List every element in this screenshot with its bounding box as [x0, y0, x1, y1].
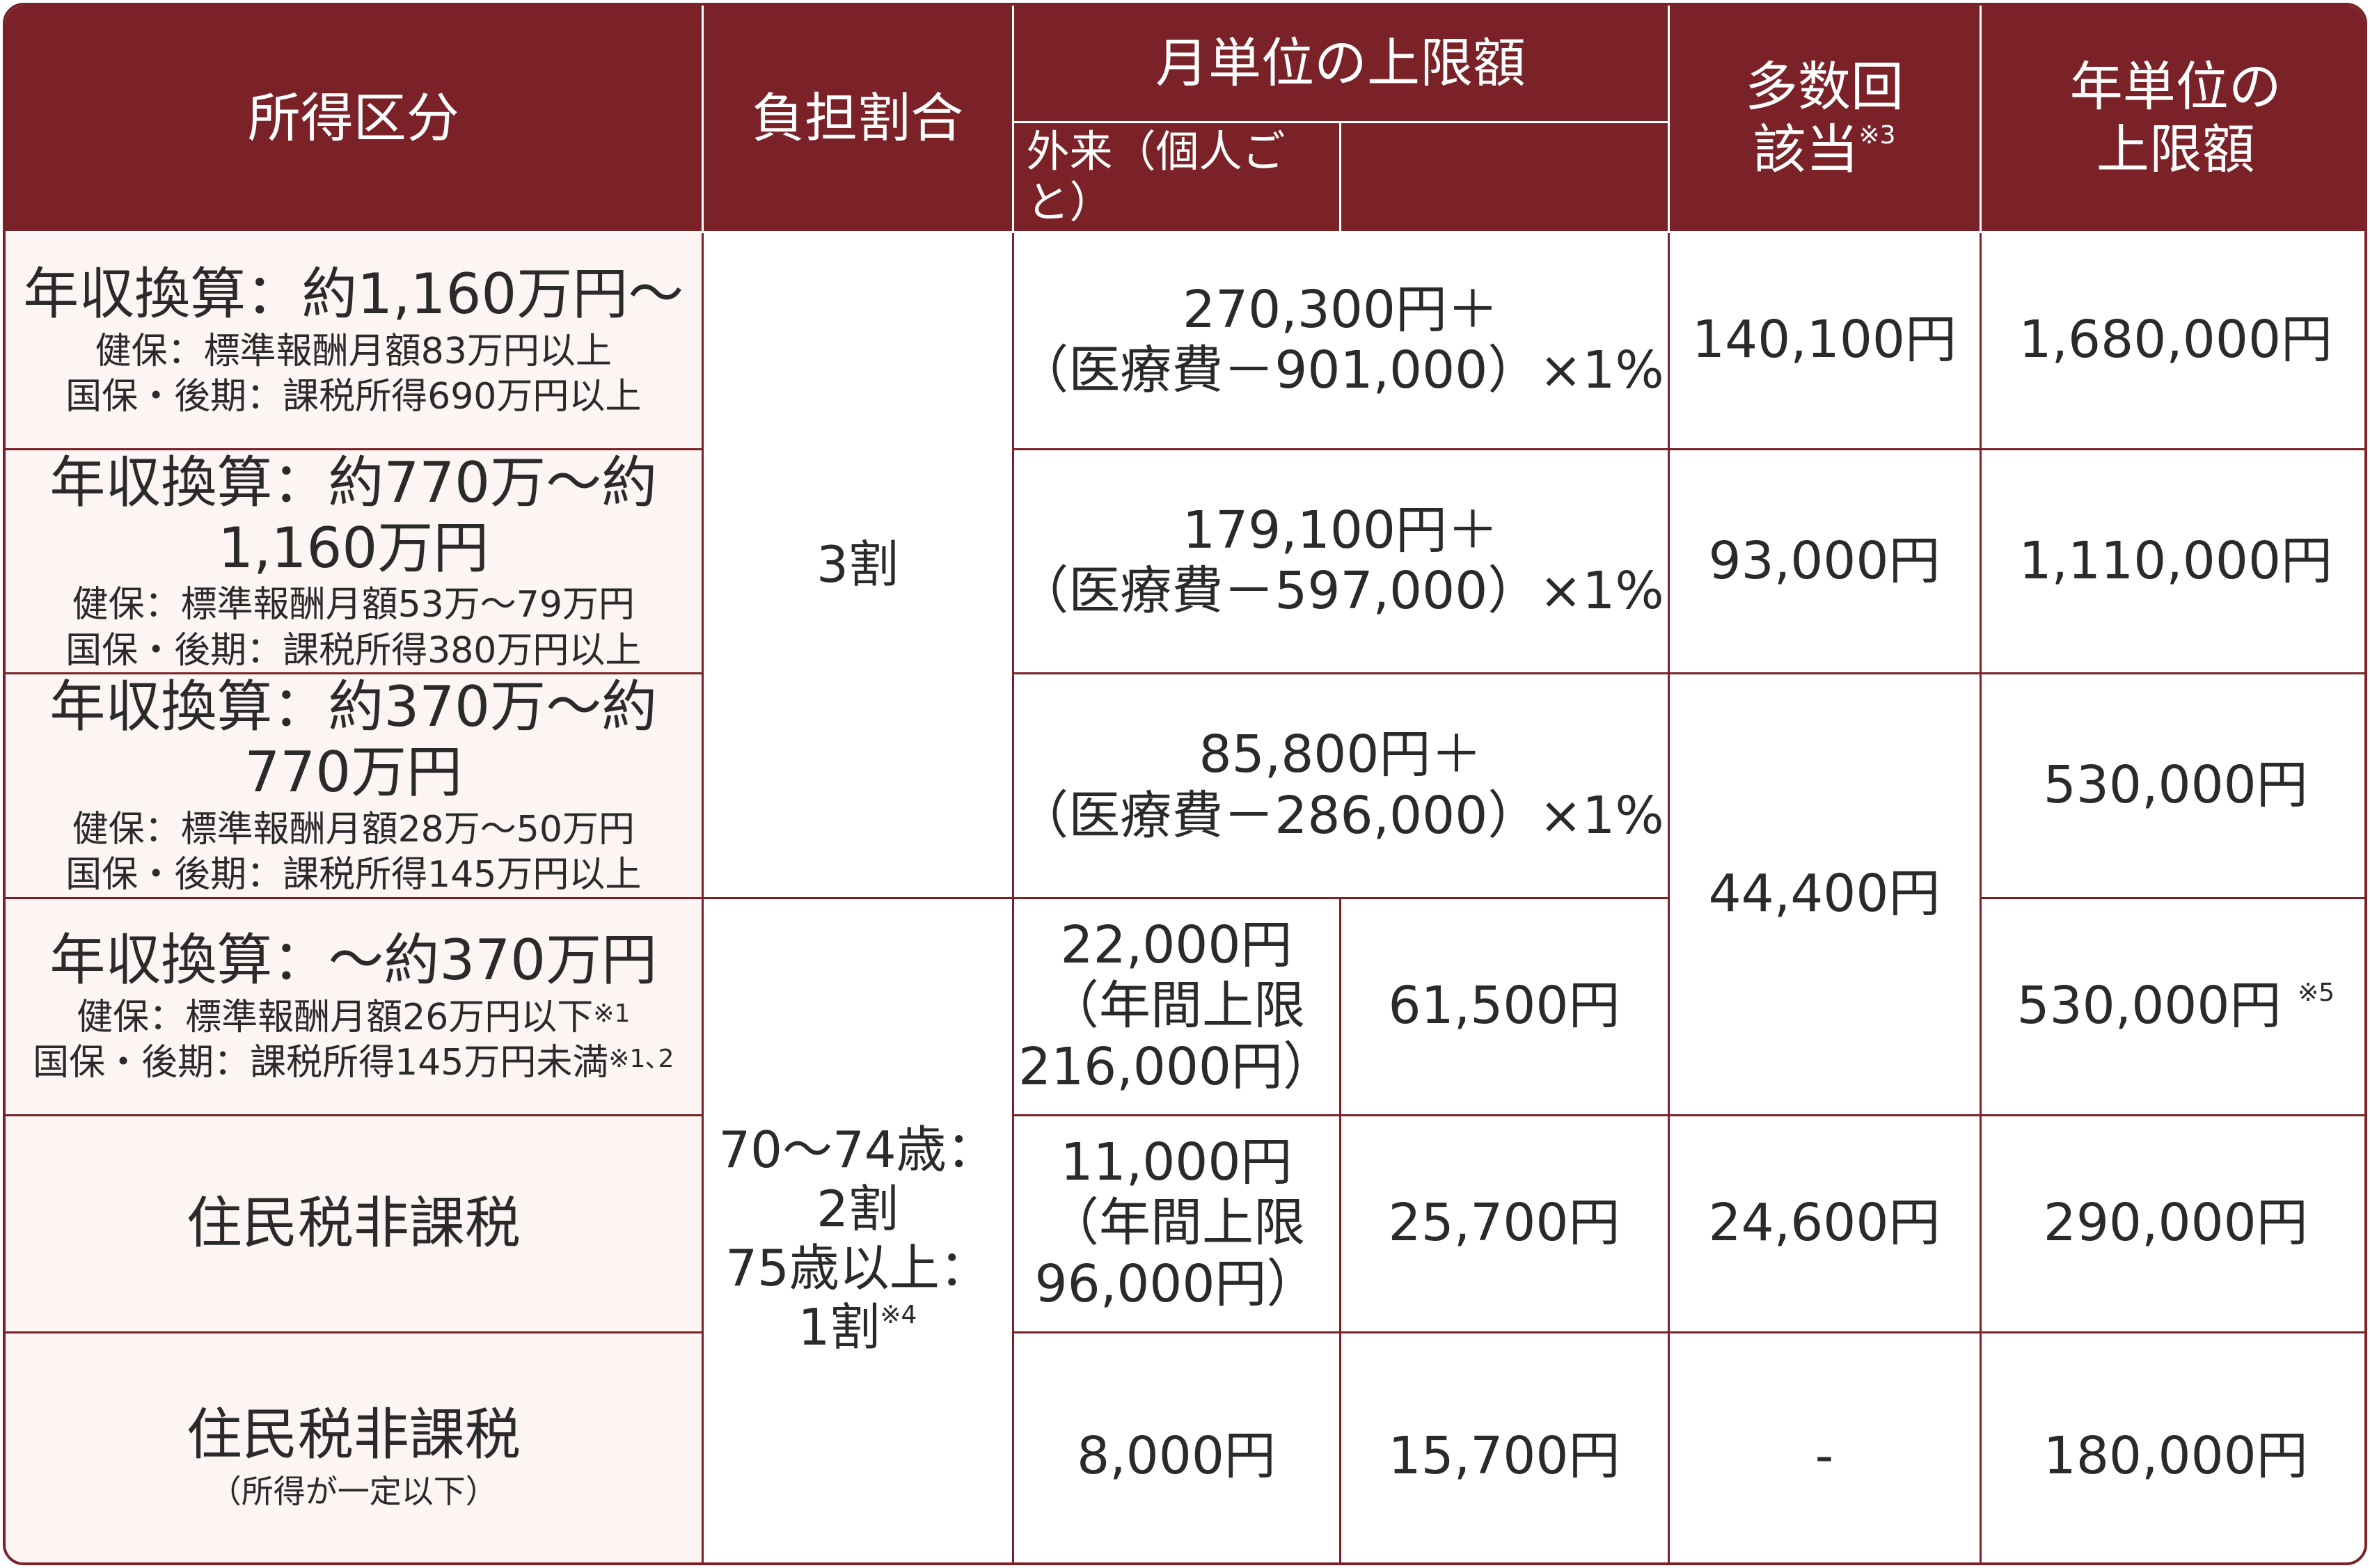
outpatient-line1: 11,000円 — [1060, 1132, 1293, 1193]
yearly-row2: 1,110,000円 — [1979, 448, 2364, 674]
yearly-row1: 1,680,000円 — [1979, 230, 2364, 450]
burden-line4-wrap: 1割※4 — [704, 1298, 1012, 1357]
outpatient-line3: 216,000円） — [1018, 1036, 1334, 1097]
high-cost-medical-expense-table: 所得区分 負担割合 月単位の上限額 多数回 該当※3 年単位の 上限額 外来（個… — [6, 6, 2364, 1562]
header-multiple-text: 該当 — [1753, 118, 1859, 180]
outpatient-row6: 8,000円 — [1011, 1331, 1341, 1562]
income-main: 年収換算：約370万～約770万円 — [49, 674, 658, 805]
income-cell-row6: 住民税非課税 （所得が一定以下） — [6, 1331, 704, 1562]
income-sub2-note: ※1､2 — [608, 1045, 674, 1074]
yearly-row3: 530,000円 — [1979, 672, 2364, 899]
header-multiple-line2: 該当※3 — [1670, 118, 1980, 181]
burden-line2: 2割 — [816, 1180, 899, 1239]
outpatient-line2: （年間上限 — [1048, 976, 1305, 1036]
outpatient-row5: 11,000円 （年間上限 96,000円） — [1011, 1114, 1341, 1333]
header-multiple-note: ※3 — [1858, 120, 1896, 150]
income-cell-row3: 年収換算：約370万～約770万円 健保：標準報酬月額28万～50万円 国保・後… — [6, 672, 704, 899]
monthly-row4: 61,500円 — [1338, 896, 1670, 1116]
header-burden-ratio: 負担割合 — [701, 6, 1014, 233]
yearly-note: ※5 — [2297, 979, 2335, 1008]
header-outpatient: 外来（個人ごと） — [1013, 120, 1341, 233]
monthly-row5: 25,700円 — [1338, 1114, 1670, 1333]
header-yearly-line2: 上限額 — [2096, 118, 2255, 180]
income-cell-row4: 年収換算：～約370万円 健保：標準報酬月額26万円以下※1 国保・後期：課税所… — [6, 896, 704, 1116]
outpatient-line1: 22,000円 — [1060, 915, 1293, 976]
header-monthly-limit: 月単位の上限額 — [1011, 6, 1670, 123]
income-sub2: 国保・後期：課税所得690万円以上 — [65, 376, 642, 418]
monthly-limit-row3: 85,800円＋ （医療費－286,000）×1% — [1011, 672, 1670, 899]
income-cell-row5: 住民税非課税 — [6, 1114, 704, 1333]
outpatient-line3: 96,000円） — [1034, 1253, 1318, 1314]
income-cell-row2: 年収換算：約770万～約1,160万円 健保：標準報酬月額53万～79万円 国保… — [6, 448, 704, 674]
monthly-limit-row1: 270,300円＋ （医療費－901,000）×1% — [1011, 230, 1670, 450]
header-yearly-limit: 年単位の 上限額 — [1979, 6, 2364, 233]
income-cell-row1: 年収換算：約1,160万円～ 健保：標準報酬月額83万円以上 国保・後期：課税所… — [6, 230, 704, 450]
burden-ratio-elderly: 70～74歳： 2割 75歳以上： 1割※4 — [701, 896, 1014, 1562]
income-sub1: （所得が一定以下） — [209, 1472, 498, 1510]
income-sub2-wrap: 国保・後期：課税所得145万円未満※1､2 — [6, 1042, 702, 1084]
monthly-row6: 15,700円 — [1338, 1331, 1670, 1562]
yearly-row6: 180,000円 — [1979, 1331, 2364, 1562]
burden-ratio-3wari: 3割 — [701, 230, 1014, 899]
income-sub2: 国保・後期：課税所得145万円未満 — [33, 1042, 609, 1084]
income-main: 年収換算：約770万～約1,160万円 — [49, 450, 658, 580]
income-sub1: 健保：標準報酬月額53万～79万円 — [72, 584, 635, 626]
income-sub2: 国保・後期：課税所得145万円以上 — [65, 854, 642, 896]
multiple-row1: 140,100円 — [1667, 230, 1982, 450]
yearly-row4: 530,000円 ※5 — [1979, 896, 2364, 1116]
outpatient-line2: （年間上限 — [1048, 1193, 1305, 1253]
header-yearly-line1: 年単位の — [2069, 56, 2282, 118]
multiple-row6: - — [1667, 1331, 1982, 1562]
monthly-line1: 270,300円＋ — [1182, 279, 1499, 340]
yearly-row5: 290,000円 — [1979, 1114, 2364, 1333]
yearly-value: 530,000円 — [2016, 976, 2282, 1036]
burden-note: ※4 — [880, 1300, 917, 1329]
outpatient-row4: 22,000円 （年間上限 216,000円） — [1011, 896, 1341, 1116]
monthly-limit-row2: 179,100円＋ （医療費－597,000）×1% — [1011, 448, 1670, 674]
header-empty-sub — [1338, 120, 1670, 233]
multiple-shared-44400: 44,400円 — [1667, 672, 1982, 1116]
ceiling-table-frame: 所得区分 負担割合 月単位の上限額 多数回 該当※3 年単位の 上限額 外来（個… — [3, 3, 2367, 1565]
burden-line4: 1割 — [798, 1297, 880, 1356]
monthly-line2: （医療費－597,000）×1% — [1017, 561, 1664, 621]
income-sub1-note: ※1 — [593, 999, 631, 1028]
income-main: 住民税非課税 — [186, 1402, 521, 1468]
burden-line1: 70～74歳： — [718, 1120, 997, 1180]
monthly-line2: （医療費－286,000）×1% — [1017, 785, 1664, 846]
income-sub1-wrap: 健保：標準報酬月額26万円以下※1 — [6, 997, 702, 1039]
income-sub1: 健保：標準報酬月額26万円以下 — [77, 996, 594, 1038]
income-main: 年収換算：～約370万円 — [49, 928, 658, 993]
income-main: 年収換算：約1,160万円～ — [23, 262, 684, 327]
monthly-line1: 179,100円＋ — [1182, 500, 1499, 560]
header-income-class: 所得区分 — [6, 6, 704, 233]
header-multiple-applicable: 多数回 該当※3 — [1667, 6, 1982, 233]
multiple-row5: 24,600円 — [1667, 1114, 1982, 1333]
monthly-line2: （医療費－901,000）×1% — [1017, 340, 1664, 400]
monthly-line1: 85,800円＋ — [1199, 724, 1483, 785]
header-multiple-line1: 多数回 — [1745, 56, 1904, 118]
multiple-row2: 93,000円 — [1667, 448, 1982, 674]
income-sub2: 国保・後期：課税所得380万円以上 — [65, 629, 642, 672]
burden-line3: 75歳以上： — [725, 1239, 990, 1297]
income-sub1: 健保：標準報酬月額83万円以上 — [95, 330, 612, 372]
income-sub1: 健保：標準報酬月額28万～50万円 — [72, 808, 635, 850]
